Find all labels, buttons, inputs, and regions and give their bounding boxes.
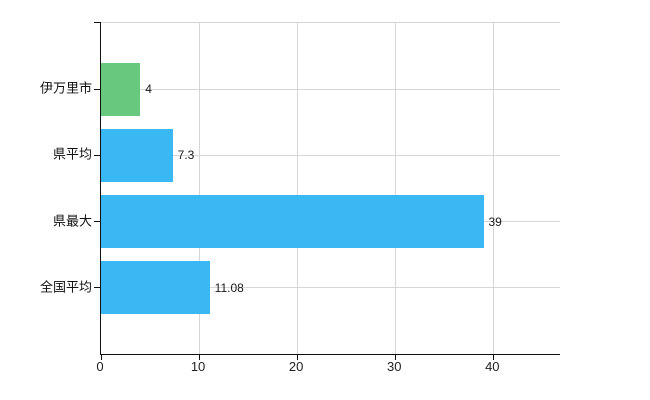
x-axis-tick xyxy=(101,355,102,360)
y-axis-top-tick xyxy=(94,22,101,23)
value-label: 11.08 xyxy=(214,280,244,295)
y-gridline xyxy=(101,287,560,289)
x-tick-label: 10 xyxy=(190,359,206,374)
y-gridline xyxy=(101,88,560,90)
category-label: 県最大 xyxy=(52,213,92,229)
x-gridline xyxy=(394,23,396,354)
y-axis-tick xyxy=(94,221,101,223)
y-axis-tick xyxy=(94,88,101,90)
x-tick-label: 30 xyxy=(386,359,402,374)
y-gridline xyxy=(101,154,560,156)
x-tick-label: 40 xyxy=(485,359,500,374)
x-axis-tick xyxy=(199,355,201,360)
y-axis-tick xyxy=(94,154,101,156)
plot-area: 4 7.3 39 11.08 xyxy=(94,22,560,360)
bar-3 xyxy=(101,261,210,315)
category-label: 全国平均 xyxy=(39,279,92,295)
x-axis-tick xyxy=(297,355,299,360)
bar-1 xyxy=(101,128,173,182)
category-label: 県平均 xyxy=(52,146,92,162)
x-gridline xyxy=(492,23,494,354)
value-label: 4 xyxy=(145,82,152,97)
category-label: 伊万里市 xyxy=(39,80,92,96)
bar-0 xyxy=(101,62,141,116)
y-axis-tick xyxy=(94,287,101,289)
x-gridline xyxy=(296,23,298,354)
x-axis-tick xyxy=(493,355,495,360)
x-gridline xyxy=(198,23,200,354)
value-label: 7.3 xyxy=(177,148,195,163)
x-tick-label: 20 xyxy=(288,359,304,374)
x-tick-label: 0 xyxy=(96,359,104,374)
x-axis-tick xyxy=(395,355,397,360)
bar-2 xyxy=(101,195,484,249)
value-label: 39 xyxy=(488,214,502,229)
